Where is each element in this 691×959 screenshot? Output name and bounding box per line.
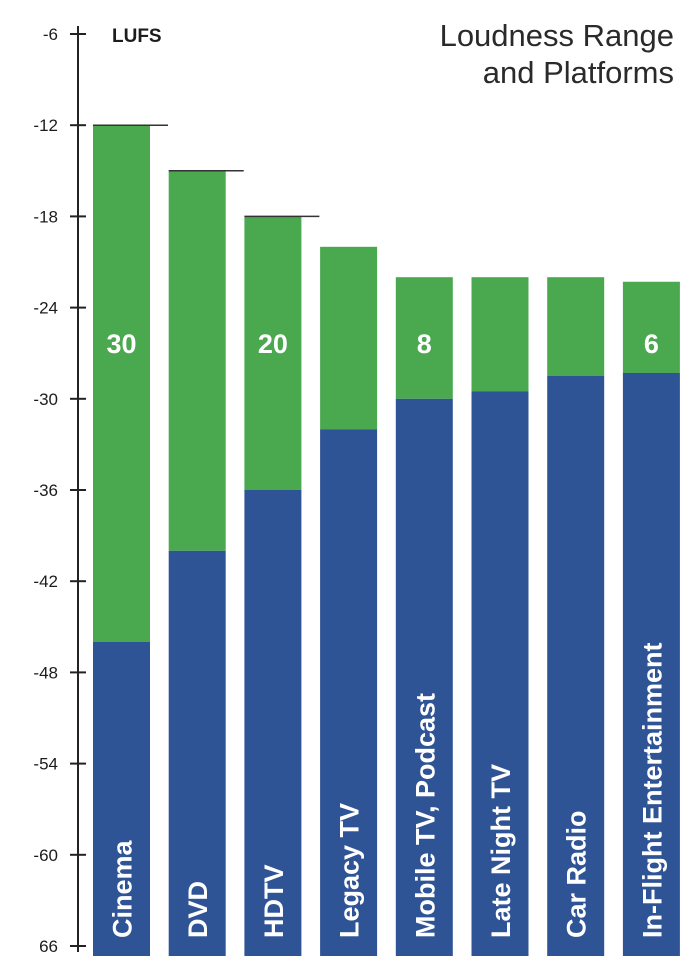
bars [93,124,680,957]
y-tick-label: -30 [33,390,58,409]
bar-labels: Cinema 30 DVD HDTV 20 Legacy TV Mobile TV, Pod… [106,329,667,938]
category-label: DVD [183,881,213,938]
category-label: Car Radio [562,810,592,938]
category-label: Cinema [108,839,138,938]
range-bar [547,277,605,376]
floor-bar [395,398,453,956]
range-value-label: 6 [644,329,659,359]
y-tick-label: -42 [33,572,58,591]
range-value-label: 20 [258,329,288,359]
y-axis: -6 -12 -18 -24 -30 -36 -42 -48 -54 -60 66 [33,25,86,956]
range-bar [244,216,302,490]
y-tick-label: -6 [43,25,58,44]
y-tick-label: 66 [39,937,58,956]
floor-bar [168,550,226,956]
chart-title-line-1: Loudness Range [440,18,674,53]
y-tick-label: -36 [33,481,58,500]
range-bar [93,125,150,642]
range-value-label: 30 [106,329,136,359]
range-bar [622,281,680,373]
floor-bar [244,490,302,956]
range-bar [395,277,453,399]
range-bar [168,170,226,551]
chart-title-line-2: and Platforms [483,55,674,90]
y-axis-unit-label: LUFS [112,26,162,47]
category-label: Late Night TV [486,764,516,938]
y-tick-label: -54 [33,755,58,774]
y-tick-label: -24 [33,299,58,318]
chart-title: Loudness Range and Platforms [440,18,674,90]
category-label: Mobile TV, Podcast [410,693,440,938]
floor-bar [471,391,529,956]
floor-bar [320,429,378,956]
floor-bar [93,642,150,956]
category-label: HDTV [259,865,289,939]
range-bar [320,246,378,430]
category-label: Legacy TV [335,803,365,938]
y-tick-label: -60 [33,846,58,865]
y-tick-label: -12 [33,116,58,135]
y-tick-label: -48 [33,663,58,682]
range-value-label: 8 [417,329,432,359]
category-label: In-Flight Entertainment [637,643,667,938]
floor-bar [622,372,680,957]
floor-bar [547,376,605,956]
y-tick-label: -18 [33,207,58,226]
range-bar [471,277,529,392]
